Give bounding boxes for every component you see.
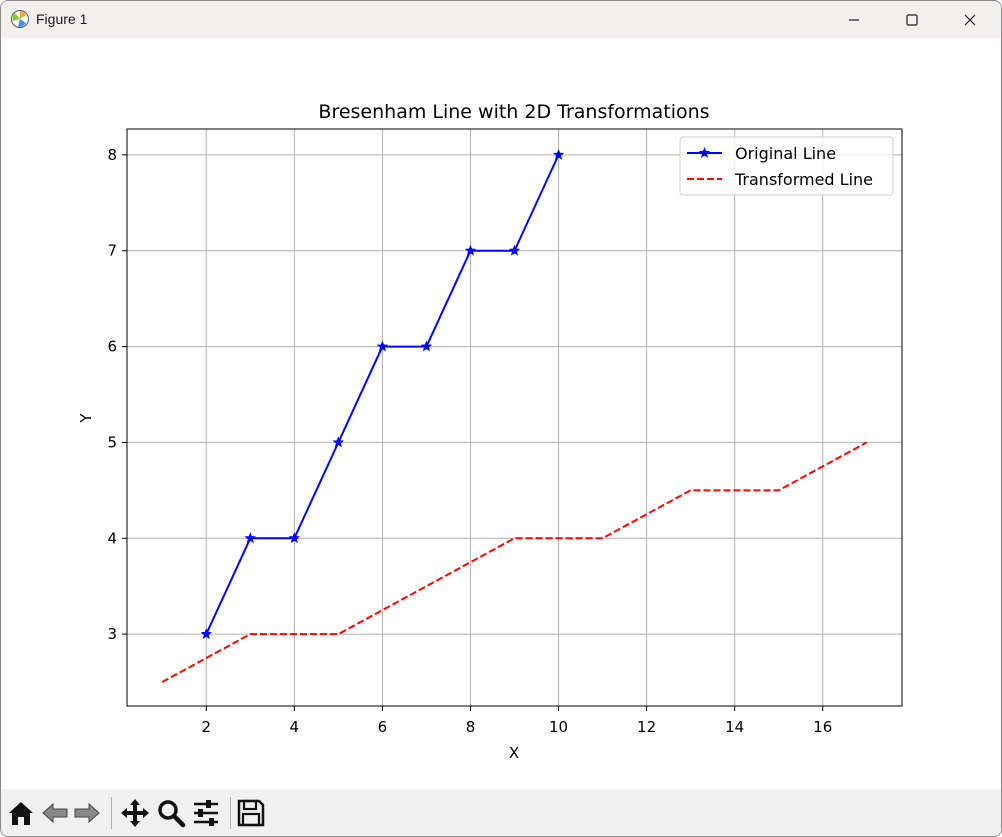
legend: Original Line Transformed Line (679, 136, 894, 196)
data-point-marker (288, 532, 301, 544)
minimize-button[interactable] (825, 1, 883, 38)
close-button[interactable] (941, 1, 999, 38)
save-icon[interactable] (235, 797, 267, 829)
y-tick-label: 8 (107, 146, 117, 164)
pan-icon[interactable] (119, 797, 151, 829)
x-axis-label: X (509, 744, 519, 762)
zoom-icon[interactable] (155, 797, 187, 829)
data-point-marker (552, 148, 565, 160)
legend-label-transformed: Transformed Line (734, 170, 873, 189)
minimize-icon (849, 19, 859, 21)
data-point-marker (420, 340, 433, 352)
configure-subplots-icon[interactable] (190, 797, 222, 829)
y-tick-label: 6 (107, 338, 117, 356)
maximize-button[interactable] (883, 1, 941, 38)
series-layer (161, 148, 868, 683)
legend-box (679, 136, 894, 196)
y-tick-label: 5 (107, 433, 117, 451)
x-tick-label: 12 (637, 718, 656, 736)
navigation-toolbar (1, 789, 1001, 836)
series-line-1 (161, 441, 868, 683)
line-chart: 2 4 6 8 10 12 14 16 3 4 5 6 7 8 Bresenham Line with 2… (77, 101, 903, 762)
title-bar: Figure 1 (1, 1, 1001, 38)
matplotlib-logo-icon (11, 10, 29, 28)
figure-canvas[interactable]: 2 4 6 8 10 12 14 16 3 4 5 6 7 8 Bresenham Line with 2… (1, 38, 1001, 788)
data-point-marker (464, 244, 477, 256)
plot-frame (126, 128, 903, 707)
legend-star-marker (698, 147, 711, 158)
x-tick-label: 10 (549, 718, 568, 736)
window-title: Figure 1 (36, 11, 88, 27)
maximize-icon (906, 14, 918, 26)
toolbar-separator (230, 797, 231, 829)
plot-area (127, 129, 902, 706)
home-icon[interactable] (5, 797, 37, 829)
back-icon[interactable] (39, 797, 71, 829)
x-tick-label: 2 (201, 718, 211, 736)
close-icon (964, 14, 976, 26)
forward-icon[interactable] (71, 797, 103, 829)
data-point-marker (332, 436, 345, 448)
x-tick-label: 6 (378, 718, 388, 736)
grid-lines (127, 129, 902, 706)
axis-ticks: 2 4 6 8 10 12 14 16 3 4 5 6 7 8 (107, 146, 832, 736)
legend-label-original: Original Line (735, 144, 836, 163)
y-tick-label: 3 (107, 625, 117, 643)
data-point-marker (376, 340, 389, 352)
data-point-marker (200, 628, 212, 639)
data-point-marker (244, 532, 256, 544)
x-tick-label: 16 (813, 718, 832, 736)
chart-title: Bresenham Line with 2D Transformations (318, 101, 709, 123)
y-tick-label: 4 (107, 529, 117, 547)
x-tick-label: 14 (725, 718, 744, 736)
x-tick-label: 4 (290, 718, 300, 736)
data-point-marker (508, 244, 521, 256)
y-axis-label: Y (77, 413, 95, 424)
y-tick-label: 7 (107, 242, 117, 260)
x-tick-label: 8 (466, 718, 476, 736)
toolbar-separator (111, 797, 112, 829)
